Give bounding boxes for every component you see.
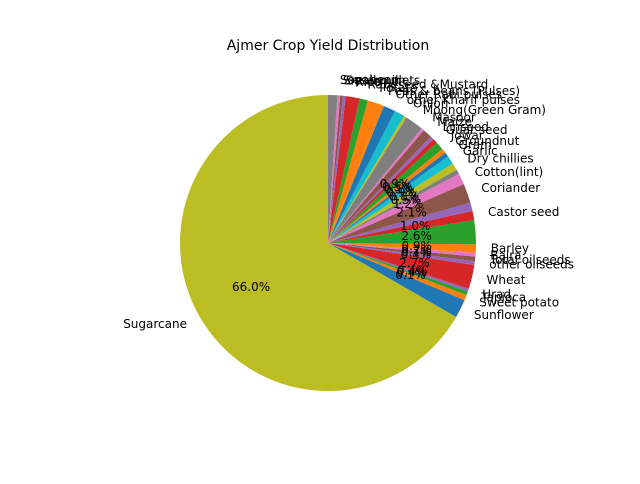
slice-percent-label: 66.0% xyxy=(232,280,270,294)
pie-slice xyxy=(328,156,453,243)
slice-label: Sesamum xyxy=(346,74,406,88)
pie-slice xyxy=(328,243,469,292)
slice-label: Rapeseed &Mustard xyxy=(367,78,488,92)
slice-label: Groundnut xyxy=(455,134,519,148)
pie-slice xyxy=(179,95,457,391)
pie-slice xyxy=(328,95,341,243)
pie-slice xyxy=(328,163,457,243)
slice-percent-label: 2.6% xyxy=(401,229,432,243)
slice-percent-label: 1.0% xyxy=(400,219,431,233)
slice-label: other Kharif pulses xyxy=(407,93,520,107)
pie-slice xyxy=(328,136,434,243)
slice-label: Tapioca xyxy=(480,291,526,305)
slice-label: Rice xyxy=(355,75,381,89)
slice-label: Castor seed xyxy=(488,205,559,219)
pie-slice xyxy=(328,130,431,243)
slice-percent-label: 0.4% xyxy=(401,248,432,262)
chart-title: Ajmer Crop Yield Distribution xyxy=(227,38,430,54)
pie-slice xyxy=(328,184,471,243)
slice-percent-label: 0.5% xyxy=(384,182,415,196)
pie-slice xyxy=(328,105,395,243)
pie-slice xyxy=(328,243,476,257)
slice-label: Total oilseeds xyxy=(489,253,571,267)
pie-slice xyxy=(328,96,360,243)
slice-label: Cotton(lint) xyxy=(475,165,543,179)
pie-slice xyxy=(328,98,368,244)
slice-percent-label: 0.8% xyxy=(389,190,420,204)
slice-label: Soyabean xyxy=(340,73,399,87)
pie-slice xyxy=(328,210,475,243)
slice-label: Coriander xyxy=(481,181,540,195)
slice-label: Garlic xyxy=(463,144,498,158)
slice-label: Bajra xyxy=(490,248,521,262)
slice-label: Linseed xyxy=(443,120,489,134)
slice-label: Masoor xyxy=(432,111,476,125)
pie-slice xyxy=(328,95,338,243)
slice-label: Jowar xyxy=(450,129,484,143)
pie-slices xyxy=(179,95,476,391)
pie-slice xyxy=(328,139,437,243)
slice-percent-label: 1.2% xyxy=(393,197,424,211)
slice-percent-label: 0.1% xyxy=(395,268,426,282)
slice-label: Moong(Green Gram) xyxy=(423,103,546,117)
pie-slice xyxy=(328,100,382,243)
slice-percent-label: 0.9% xyxy=(380,177,411,191)
slice-percent-label: 0.9% xyxy=(401,239,432,253)
pie-slice xyxy=(328,142,443,243)
pie-slice xyxy=(328,220,476,245)
slice-percent-label: 0.5% xyxy=(391,193,422,207)
pie-slice xyxy=(328,95,343,243)
slice-percent-label: 2.1% xyxy=(396,206,427,220)
pie-slice xyxy=(328,243,475,289)
slice-label: Maize xyxy=(437,115,472,129)
pie-slice xyxy=(328,95,346,243)
slice-label: Barley xyxy=(491,242,529,256)
slice-label: Sunflower xyxy=(474,308,534,322)
slice-percent-label: 2.7% xyxy=(399,256,430,270)
slice-percent-label: 0.5% xyxy=(382,180,413,194)
slice-percent-label: 0.7% xyxy=(401,245,432,259)
slice-percent-label: 0.9% xyxy=(386,186,417,200)
pie-slice xyxy=(328,148,446,243)
pie-slice xyxy=(328,169,459,243)
slice-label: Sugarcane xyxy=(123,317,187,331)
pie-slice xyxy=(328,202,473,243)
slice-label: Dry chillies xyxy=(467,151,533,165)
slice-label: other oilseeds xyxy=(489,258,574,272)
pie-slice xyxy=(328,243,476,262)
slice-label: Wheat xyxy=(487,273,526,287)
pie-slice xyxy=(328,116,407,243)
slice-label: Small millets xyxy=(343,73,420,87)
pie-slice xyxy=(328,243,476,253)
slice-label: Guar seed xyxy=(446,123,508,137)
slice-percent-label: 0.2% xyxy=(401,243,432,257)
slice-percent-label: 0.4% xyxy=(397,264,428,278)
slice-label: Onion xyxy=(413,97,448,111)
slice-label: Other Rabi pulses xyxy=(396,87,503,101)
pie-slice xyxy=(328,243,465,317)
pie-slice xyxy=(328,243,467,301)
pie-slice xyxy=(328,152,449,243)
pie-slice xyxy=(328,128,424,243)
slice-label: Urad xyxy=(482,287,511,301)
pie-slice xyxy=(328,104,384,243)
slice-label: Gram xyxy=(459,138,492,152)
pie-slice xyxy=(328,243,468,295)
pie-slice xyxy=(328,243,475,265)
pie-slice xyxy=(328,173,464,243)
pie-slice xyxy=(328,117,422,243)
slice-label: Peas & beans (Pulses) xyxy=(388,84,520,98)
slice-percent-label: 0.4% xyxy=(396,266,427,280)
slice-label: Sweet potato xyxy=(479,296,559,310)
pie-slice xyxy=(328,111,405,244)
slice-label: Potato xyxy=(379,81,417,95)
